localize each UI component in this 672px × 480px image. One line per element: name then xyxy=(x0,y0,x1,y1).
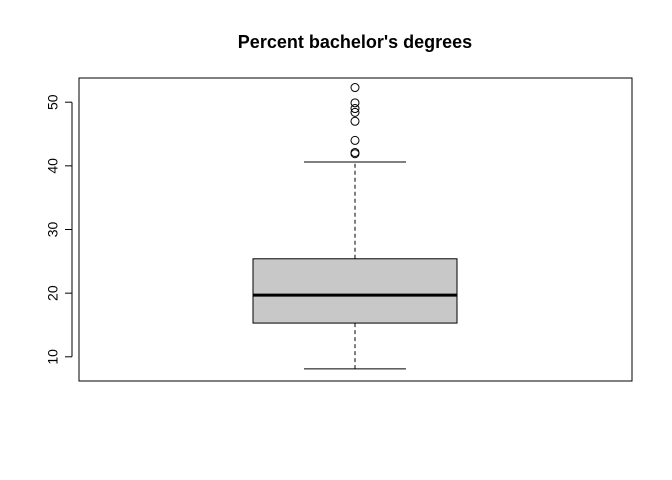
chart-title: Percent bachelor's degrees xyxy=(238,32,472,52)
y-tick-label: 40 xyxy=(45,158,61,174)
y-tick-label: 20 xyxy=(45,285,61,301)
interquartile-box xyxy=(252,258,458,324)
y-axis: 10 20 30 40 50 xyxy=(45,94,72,365)
outlier-point xyxy=(350,147,360,157)
outlier-point xyxy=(350,83,360,93)
y-tick-label: 10 xyxy=(45,349,61,365)
box-plot xyxy=(252,83,458,370)
outlier-point xyxy=(350,135,360,145)
y-tick-label: 50 xyxy=(45,94,61,110)
outlier-point xyxy=(350,107,360,117)
plot-frame xyxy=(78,77,633,382)
y-tick-label: 30 xyxy=(45,222,61,238)
outlier-point xyxy=(350,98,360,108)
outlier-point xyxy=(350,116,360,126)
outlier-point xyxy=(350,104,360,114)
